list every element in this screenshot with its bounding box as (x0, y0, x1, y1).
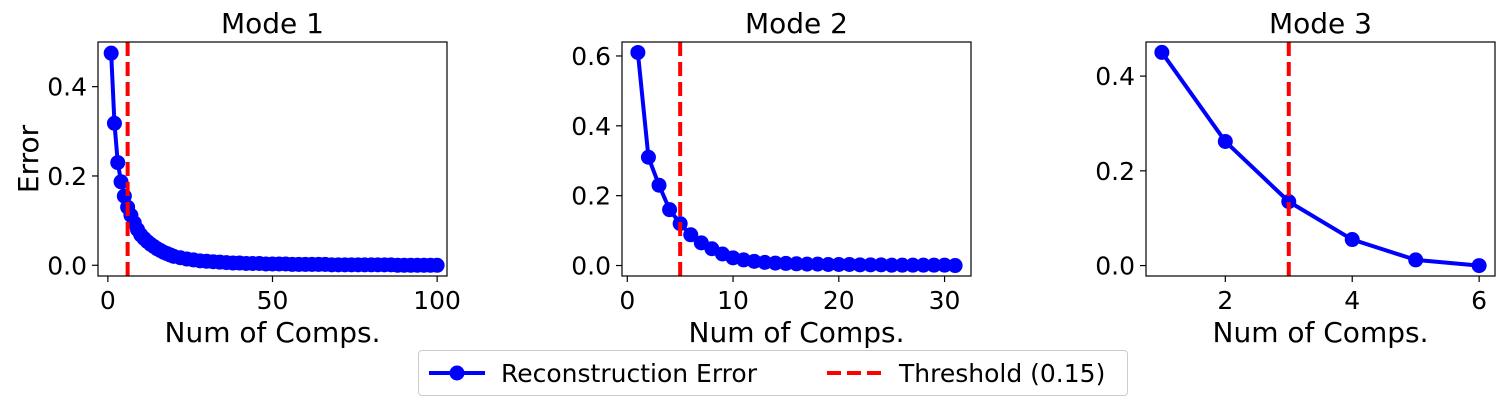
x-tick-label: 0 (100, 286, 116, 315)
data-point (767, 255, 783, 271)
y-tick-label: 0.4 (1095, 62, 1135, 91)
x-tick-label: 50 (257, 286, 289, 315)
y-tick-label: 0.6 (571, 42, 611, 71)
data-point (1154, 44, 1170, 60)
data-point (831, 256, 847, 272)
x-tick-label: 10 (717, 286, 749, 315)
x-axis-label: Num of Comps. (165, 316, 381, 349)
data-point (106, 115, 122, 131)
data-point (852, 257, 868, 273)
data-point (863, 257, 879, 273)
data-point (820, 256, 836, 272)
y-axis-label: Error (12, 124, 45, 193)
x-axis-label: Num of Comps. (1213, 316, 1429, 349)
data-point (683, 227, 699, 243)
y-tick-label: 0.2 (571, 182, 611, 211)
data-point (873, 257, 889, 273)
data-point (937, 257, 953, 273)
legend-item-reconstruction-error: Reconstruction Error (427, 351, 757, 395)
x-tick-label: 0 (619, 286, 635, 315)
data-point (1408, 252, 1424, 268)
data-point (915, 257, 931, 273)
x-tick-label: 2 (1217, 286, 1233, 315)
subplot-title: Mode 3 (1269, 7, 1372, 40)
y-tick-label: 0.0 (571, 252, 611, 281)
x-tick-label: 6 (1471, 286, 1487, 315)
data-point (640, 149, 656, 165)
series-line (1160, 51, 1480, 268)
legend-label-threshold: Threshold (0.15) (899, 358, 1106, 388)
data-point (947, 258, 963, 274)
data-point (799, 256, 815, 272)
data-point (905, 257, 921, 273)
data-point (103, 45, 119, 61)
x-tick-label: 30 (929, 286, 961, 315)
plot-area (1154, 42, 1487, 276)
data-point (789, 256, 804, 272)
data-point (884, 257, 900, 273)
y-tick-label: 0.2 (47, 162, 87, 191)
subplot-title: Mode 2 (745, 7, 848, 40)
y-tick-label: 0.0 (1095, 252, 1135, 281)
data-point (810, 256, 826, 272)
x-axis-label: Num of Comps. (689, 316, 905, 349)
data-point (630, 44, 646, 60)
axes-frame (1145, 41, 1496, 277)
series-line (109, 53, 438, 268)
data-point (110, 155, 126, 171)
y-tick-label: 0.2 (1095, 157, 1135, 186)
legend-item-threshold: Threshold (0.15) (825, 351, 1105, 395)
legend-label-reconstruction-error: Reconstruction Error (501, 358, 757, 388)
subplot-title: Mode 1 (221, 7, 324, 40)
y-tick-label: 0.4 (571, 112, 611, 141)
x-tick-label: 20 (823, 286, 855, 315)
data-point (841, 256, 857, 272)
subplot-2: Mode 2 0 10 20 30 0.0 0.2 0.4 0.6 Num of Comps. (571, 7, 972, 349)
data-point (926, 257, 942, 273)
data-point (651, 177, 667, 193)
x-tick-label: 100 (413, 286, 461, 315)
plot-area (630, 42, 963, 276)
subplot-1: Mode 1 0 50 100 0.0 0.2 0.4 Num of Comps. Error (12, 7, 461, 349)
data-point (778, 255, 794, 271)
plot-area (103, 42, 445, 276)
legend-dashed-line-icon (827, 371, 883, 375)
data-point (894, 257, 910, 273)
subplot-3: Mode 3 2 4 6 0.0 0.2 0.4 Num of Comps. (1095, 7, 1496, 349)
legend-line-marker-icon (429, 365, 485, 381)
axes-frame (621, 41, 972, 277)
y-tick-label: 0.4 (47, 73, 87, 102)
legend: Reconstruction Error Threshold (0.15) (418, 350, 1128, 396)
data-point (1281, 194, 1297, 210)
data-point (1344, 232, 1360, 248)
data-point (1217, 133, 1233, 149)
data-point (429, 257, 445, 273)
data-point (1471, 258, 1487, 274)
x-tick-label: 4 (1344, 286, 1360, 315)
y-tick-label: 0.0 (47, 251, 87, 280)
data-point (113, 174, 129, 190)
data-point (662, 202, 678, 218)
